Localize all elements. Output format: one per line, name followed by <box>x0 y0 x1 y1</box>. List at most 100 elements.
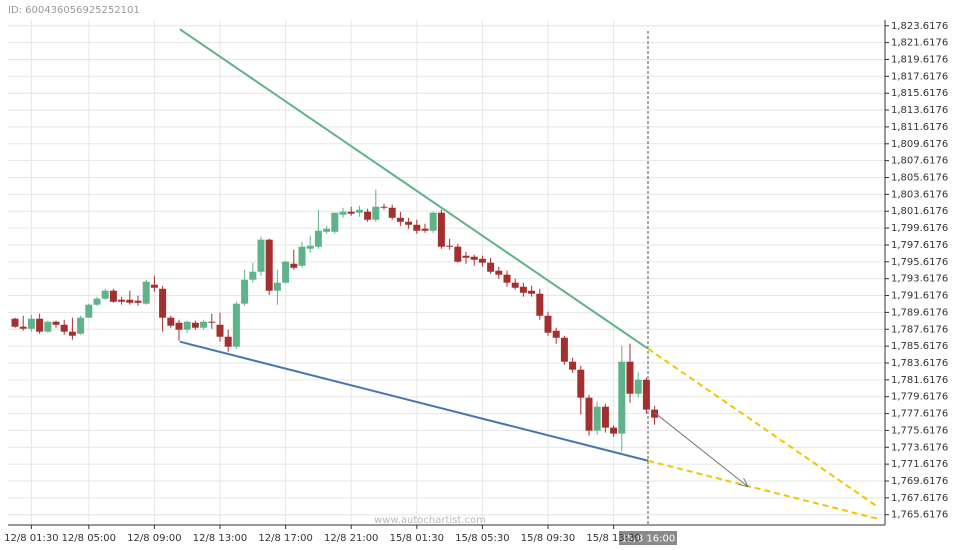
x-tick-label: 15/8 09:30 <box>521 533 575 544</box>
y-tick-label: 1,801.6176 <box>891 206 948 217</box>
candle-body <box>290 263 298 268</box>
y-tick-label: 1,793.6176 <box>891 274 948 285</box>
candle-body <box>339 211 347 215</box>
candle-body <box>388 207 396 218</box>
candle-body <box>306 245 314 249</box>
candle-body <box>577 369 585 398</box>
y-tick-label: 1,795.6176 <box>891 257 948 268</box>
candle-body <box>52 321 60 325</box>
candle-body <box>601 406 609 428</box>
trend-line <box>179 340 649 462</box>
candle-body <box>36 318 44 332</box>
candle-body <box>569 361 577 370</box>
candle-body <box>249 271 257 280</box>
candle-body <box>364 211 372 220</box>
candle-body <box>167 317 175 326</box>
trend-line <box>179 28 649 350</box>
candle-body <box>413 224 421 231</box>
y-tick-label: 1,799.6176 <box>891 223 948 234</box>
candle-body <box>446 245 454 247</box>
candle-body <box>118 299 126 302</box>
y-tick-label: 1,775.6176 <box>891 425 948 436</box>
y-tick-label: 1,781.6176 <box>891 375 948 386</box>
candle-body <box>44 321 52 332</box>
candle-body <box>257 239 265 272</box>
candle-body <box>347 211 355 214</box>
y-tick-label: 1,823.6176 <box>891 21 948 32</box>
candle-body <box>528 290 536 294</box>
watermark: www.autochartist.com <box>374 515 486 526</box>
y-tick-label: 1,797.6176 <box>891 240 948 251</box>
y-tick-label: 1,791.6176 <box>891 291 948 302</box>
y-tick-label: 1,765.6176 <box>891 510 948 521</box>
candle-body <box>323 228 331 232</box>
y-tick-label: 1,807.6176 <box>891 156 948 167</box>
x-tick-label: 15/8 13:30 <box>586 533 640 544</box>
candle-body <box>405 221 413 225</box>
chart-id: ID: 600436056925252101 <box>8 5 140 16</box>
candle-body <box>355 209 363 213</box>
candle-body <box>265 239 273 291</box>
y-tick-label: 1,817.6176 <box>891 71 948 82</box>
candle-body <box>331 212 339 232</box>
y-tick-label: 1,769.6176 <box>891 476 948 487</box>
y-tick-label: 1,773.6176 <box>891 442 948 453</box>
candle-body <box>454 246 462 262</box>
y-tick-label: 1,785.6176 <box>891 341 948 352</box>
candle-body <box>19 326 27 329</box>
y-tick-label: 1,805.6176 <box>891 173 948 184</box>
y-tick-label: 1,811.6176 <box>891 122 948 133</box>
cursor-label-box <box>619 531 677 545</box>
candle-body <box>519 286 527 293</box>
candle-body <box>396 217 404 222</box>
y-tick-label: 1,779.6176 <box>891 392 948 403</box>
candle-body <box>93 298 101 305</box>
candle-body <box>241 279 249 304</box>
candle-body <box>626 361 634 394</box>
trend-line <box>647 347 879 508</box>
y-tick-label: 1,777.6176 <box>891 409 948 420</box>
candle-body <box>585 397 593 431</box>
candle-body <box>183 321 191 330</box>
candle-body <box>11 318 19 327</box>
candle-body <box>273 282 281 291</box>
candle-body <box>134 300 142 303</box>
candle-body <box>487 262 495 272</box>
candle-body <box>651 409 659 418</box>
candle-body <box>109 290 117 302</box>
candle-body <box>298 246 306 266</box>
candle-body <box>77 317 85 334</box>
candle-body <box>224 336 232 347</box>
candle-body <box>372 206 380 220</box>
candle-body <box>478 258 486 263</box>
candle-body <box>314 230 322 247</box>
candle-body <box>60 324 68 332</box>
candle-body <box>421 228 429 231</box>
y-tick-label: 1,783.6176 <box>891 358 948 369</box>
candle-body <box>634 379 642 394</box>
candle-body <box>437 212 445 247</box>
x-tick-label: 12/8 09:00 <box>127 533 181 544</box>
candle-body <box>544 315 552 333</box>
candle-body <box>642 379 650 410</box>
forecast-arrow <box>654 412 748 487</box>
y-tick-label: 1,771.6176 <box>891 459 948 470</box>
candle-body <box>536 293 544 316</box>
candle-body <box>85 304 93 318</box>
x-tick-label: 15/8 05:30 <box>455 533 509 544</box>
candle-body <box>618 361 626 434</box>
candle-body <box>232 303 240 347</box>
x-tick-label: 15/8 01:30 <box>390 533 444 544</box>
grid <box>8 20 885 525</box>
x-tick-label: 12/8 13:00 <box>193 533 247 544</box>
y-tick-label: 1,815.6176 <box>891 88 948 99</box>
candle-body <box>462 255 470 258</box>
candle-body <box>101 290 109 299</box>
candle-body <box>610 427 618 434</box>
candle-body <box>429 212 437 231</box>
candle-body <box>126 299 134 303</box>
candle-body <box>175 322 183 330</box>
x-tick-label: 12/8 05:00 <box>62 533 116 544</box>
x-tick-label: 12/8 01:30 <box>4 533 58 544</box>
